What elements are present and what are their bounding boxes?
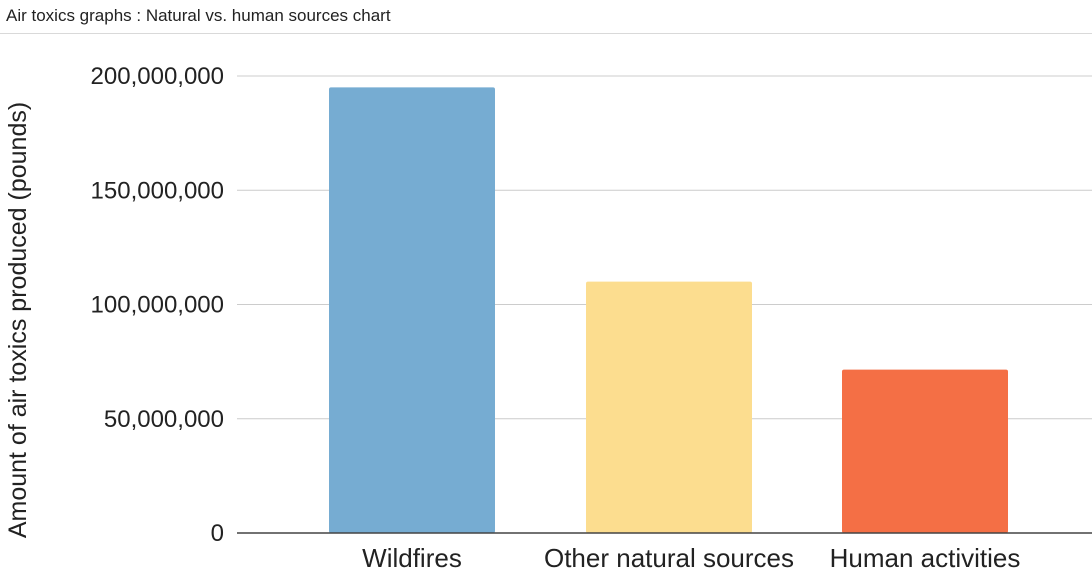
y-axis-title: Amount of air toxics produced (pounds) [4, 102, 32, 538]
y-tick-label: 150,000,000 [91, 177, 224, 204]
y-tick-label: 0 [211, 520, 224, 547]
bars [329, 87, 1008, 534]
page-title: Air toxics graphs : Natural vs. human so… [6, 6, 391, 25]
bar-wildfires [329, 87, 495, 534]
x-category-label: Human activities [830, 543, 1021, 573]
y-tick-label: 200,000,000 [91, 63, 224, 90]
chart-header: Air toxics graphs : Natural vs. human so… [0, 0, 1092, 34]
bar-chart: 0 50,000,000 100,000,000 150,000,000 200,000… [4, 63, 1092, 573]
y-tick-label: 100,000,000 [91, 292, 224, 319]
x-category-label: Other natural sources [544, 543, 794, 573]
x-category-label: Wildfires [362, 543, 462, 573]
bar-other-natural-sources [586, 281, 752, 533]
y-tick-label: 50,000,000 [104, 406, 224, 433]
labels: 0 50,000,000 100,000,000 150,000,000 200,000… [91, 63, 1021, 573]
bar-human-activities [842, 369, 1008, 533]
